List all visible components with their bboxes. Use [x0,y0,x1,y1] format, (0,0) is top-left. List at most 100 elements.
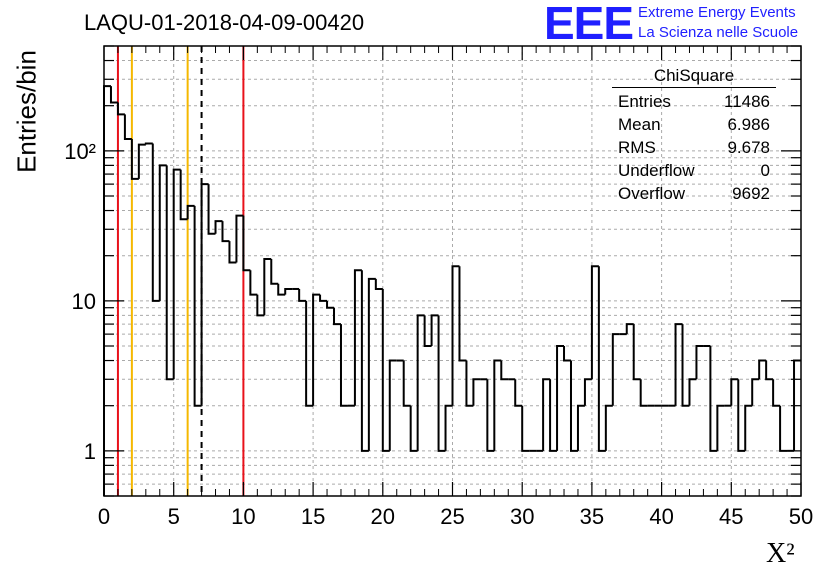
histogram-bin [674,323,683,406]
histogram-bin [200,183,209,406]
histogram-bin [625,323,634,335]
histogram-bin [409,405,418,452]
stats-row: Mean 6.986 [612,113,780,136]
histogram-bin [465,360,474,407]
histogram-bin [737,379,746,452]
histogram-bin [730,378,739,406]
stats-label: RMS [618,138,656,157]
histogram-bin [569,360,578,452]
x-tick-label: 0 [98,504,110,529]
histogram-bin [326,300,335,309]
histogram-bin [486,379,495,452]
histogram-bin [444,404,453,451]
x-axis-label: X² [766,538,795,569]
histogram-bin [779,405,788,452]
eee-logo: EEE [544,0,634,49]
x-tick-label: 50 [789,504,813,529]
histogram-bin [256,294,265,317]
histogram-bin [116,102,125,116]
histogram-bin [556,345,565,451]
threshold-lines [116,46,245,496]
histogram-bin [353,269,362,406]
histogram-bin [270,259,279,285]
histogram-bin [207,184,216,235]
histogram-bin [381,288,390,452]
histogram-bin [758,359,767,380]
stats-label: Overflow [618,184,686,203]
histogram-bin [765,360,774,381]
histogram-bin [423,315,432,347]
histogram-bin [744,404,753,451]
histogram-bin [333,307,341,326]
histogram-bin [130,138,139,180]
histogram-bin [493,359,502,451]
histogram-bin [563,346,571,362]
histogram-bin [597,266,606,452]
histogram-bin [451,265,460,406]
x-tick-label: 40 [649,504,673,529]
stats-title: ChiSquare [612,66,776,88]
x-tick-label: 20 [371,504,395,529]
histogram-bin [284,287,293,295]
axis-tick-labels: 0 5 10 15 20 25 30 35 40 45 50 1 10 10² [64,139,813,529]
histogram-bin [172,168,181,380]
histogram-bin [360,270,369,452]
histogram-bin [305,300,314,407]
x-tick-label: 5 [168,504,180,529]
histogram-bin [437,315,446,452]
histogram-bin [604,404,613,451]
stats-row: Entries 11486 [612,90,780,113]
histogram-bin [576,404,585,451]
x-tick-label: 35 [580,504,604,529]
histogram-bin [716,404,725,451]
histogram-bin [109,86,118,104]
y-tick-label: 1 [84,439,96,464]
y-axis-label: Entries/bin [11,50,42,173]
histogram-bin [402,360,411,407]
histogram-bin [179,169,188,221]
histogram-bin [611,333,620,406]
chart-title: LAQU-01-2018-04-09-00420 [84,10,365,35]
histogram-bin [374,278,383,290]
histogram-bin [165,165,174,381]
stats-row: RMS 9.678 [612,136,780,159]
histogram-bars [103,85,801,496]
stats-value: 6.986 [727,115,770,134]
histogram-bin [235,214,244,263]
histogram-bin [298,288,307,302]
logo-subtitle-1: Extreme Energy Events [638,4,796,21]
logo-subtitle-2: La Scienza nelle Scuole [638,24,799,41]
y-tick-label: 10² [64,139,96,164]
histogram-bin [709,346,718,452]
stats-label: Mean [618,115,661,134]
x-tick-label: 45 [719,504,743,529]
histogram-bin [583,378,592,406]
histogram-bin [772,379,781,407]
histogram-bin [688,378,697,406]
histogram-bin [103,85,111,496]
stats-row: Underflow 0 [612,159,780,182]
stats-value: 9692 [732,184,770,203]
histogram-bin [695,345,704,380]
histogram-bin [249,270,258,296]
histogram-bin [319,294,328,302]
stats-box: ChiSquare Entries 11486 Mean 6.986 RMS 9.67… [612,66,780,205]
histogram-bin [751,378,760,406]
histogram-bin [263,258,272,316]
stats-label: Underflow [618,161,695,180]
histogram-bin [242,215,251,272]
histogram-bin [339,324,348,407]
x-tick-label: 25 [440,504,464,529]
histogram-bin [277,283,286,296]
histogram-bin [312,293,321,406]
histogram-bin [367,277,376,451]
stats-label: Entries [618,92,671,111]
histogram-bin [514,379,523,407]
stats-row: Overflow 9692 [612,182,780,205]
axis-ticks [103,45,802,497]
histogram-bin [542,378,551,451]
histogram-bin [416,314,425,451]
histogram-bin [228,241,237,264]
histogram-bin [549,379,558,452]
